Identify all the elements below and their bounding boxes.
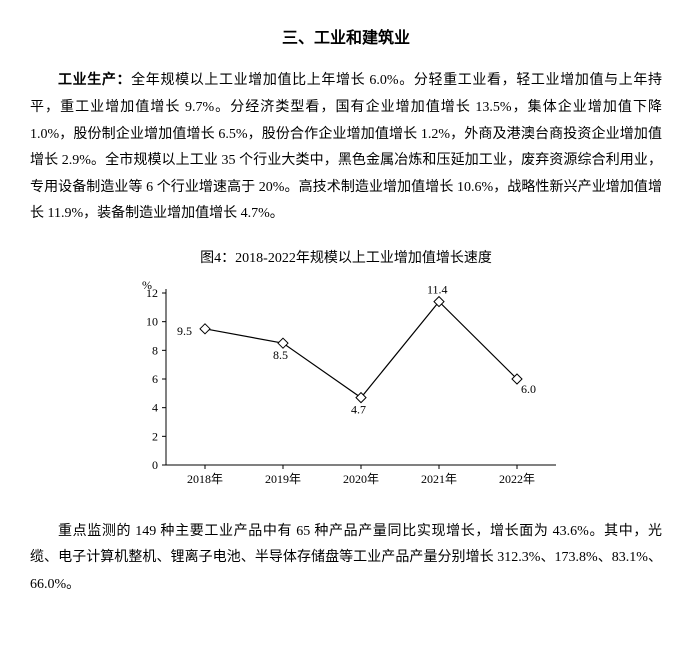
line-chart: %0246810122018年2019年2020年2021年2022年9.58.… xyxy=(116,275,576,495)
y-tick-label: 10 xyxy=(146,314,158,328)
data-label: 4.7 xyxy=(351,402,366,416)
data-marker xyxy=(200,323,210,333)
para1-body: 全年规模以上工业增加值比上年增长 6.0%。分轻重工业看，轻工业增加值与上年持平… xyxy=(30,73,662,221)
paragraph-1: 工业生产：全年规模以上工业增加值比上年增长 6.0%。分轻重工业看，轻工业增加值… xyxy=(30,68,662,228)
paragraph-2: 重点监测的 149 种主要工业产品中有 65 种产品产量同比实现增长，增长面为 … xyxy=(30,519,662,599)
data-label: 6.0 xyxy=(521,382,536,396)
x-tick-label: 2021年 xyxy=(421,472,457,486)
data-label: 9.5 xyxy=(177,323,192,337)
y-tick-label: 2 xyxy=(152,429,158,443)
y-tick-label: 6 xyxy=(152,372,158,386)
section-title: 三、工业和建筑业 xyxy=(30,24,662,54)
chart-figure-4: 图4：2018-2022年规模以上工业增加值增长速度 %024681012201… xyxy=(116,246,576,495)
chart-title: 图4：2018-2022年规模以上工业增加值增长速度 xyxy=(116,246,576,273)
y-tick-label: 12 xyxy=(146,286,158,300)
x-tick-label: 2018年 xyxy=(187,472,223,486)
x-tick-label: 2020年 xyxy=(343,472,379,486)
y-tick-label: 8 xyxy=(152,343,158,357)
data-label: 11.4 xyxy=(427,282,448,296)
para1-lead: 工业生产： xyxy=(58,73,131,88)
y-tick-label: 4 xyxy=(152,400,158,414)
y-tick-label: 0 xyxy=(152,458,158,472)
x-tick-label: 2022年 xyxy=(499,472,535,486)
series-line xyxy=(205,301,517,397)
data-marker xyxy=(278,338,288,348)
data-label: 8.5 xyxy=(273,348,288,362)
x-tick-label: 2019年 xyxy=(265,472,301,486)
